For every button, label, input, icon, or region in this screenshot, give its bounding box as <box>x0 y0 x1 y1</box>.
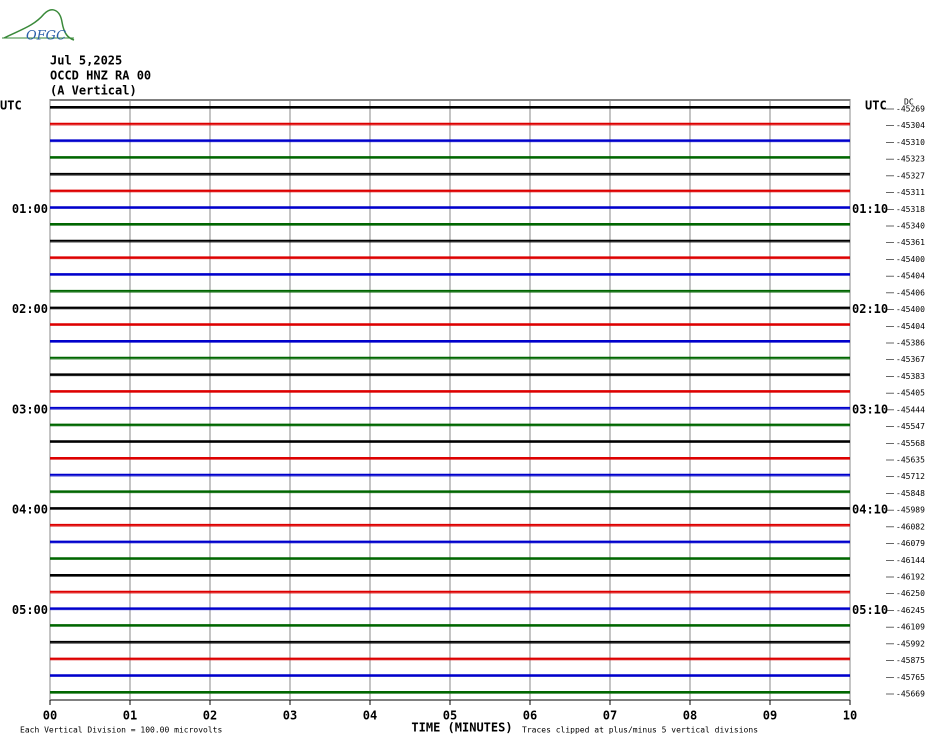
right-label: 05:10 <box>852 603 888 617</box>
clip-note: Traces clipped at plus/minus 5 vertical … <box>522 726 758 735</box>
x-axis-title: TIME (MINUTES) <box>411 721 512 735</box>
x-tick-label: 00 <box>43 709 57 723</box>
right-label: 01:10 <box>852 202 888 216</box>
offset-label: -46144 <box>896 556 925 565</box>
offset-label: -46082 <box>896 522 925 531</box>
offset-label: -45400 <box>896 305 925 314</box>
offset-label: -45765 <box>896 673 925 682</box>
offset-label: -45304 <box>896 121 925 130</box>
logo-curve <box>3 9 75 41</box>
offset-label: -45386 <box>896 339 925 348</box>
offset-label: -45400 <box>896 255 925 264</box>
offset-label: -45712 <box>896 472 925 481</box>
offset-label: -45383 <box>896 372 925 381</box>
offset-label: -45444 <box>896 405 925 414</box>
offset-label: -45406 <box>896 288 925 297</box>
x-tick-label: 09 <box>763 709 777 723</box>
offset-label: -46245 <box>896 606 925 615</box>
logo-text: OFGC <box>26 29 66 44</box>
x-tick-label: 04 <box>363 709 377 723</box>
scale-note: Each Vertical Division = 100.00 microvol… <box>20 726 222 735</box>
offset-label: -45669 <box>896 690 925 699</box>
offset-label: -46192 <box>896 573 925 582</box>
right-label: UTC <box>865 99 887 113</box>
offset-label: -46079 <box>896 539 925 548</box>
offset-label: -45269 <box>896 105 925 114</box>
offset-label: -45875 <box>896 656 925 665</box>
offset-label: -45361 <box>896 238 925 247</box>
left-label: 02:00 <box>12 302 48 316</box>
offset-label: -45340 <box>896 222 925 231</box>
right-label: 02:10 <box>852 302 888 316</box>
x-tick-label: 01 <box>123 709 137 723</box>
offset-label: -45568 <box>896 439 925 448</box>
left-label: 04:00 <box>12 503 48 517</box>
component: (A Vertical) <box>50 84 137 98</box>
offset-label: -45367 <box>896 355 925 364</box>
offset-label: -46250 <box>896 589 925 598</box>
left-label: 05:00 <box>12 603 48 617</box>
date: Jul 5,2025 <box>50 54 122 68</box>
offset-label: -45547 <box>896 422 925 431</box>
offset-label: -45323 <box>896 155 925 164</box>
offset-label: -45311 <box>896 188 925 197</box>
left-label: 03:00 <box>12 402 48 416</box>
offset-label: -46109 <box>896 623 925 632</box>
right-label: 04:10 <box>852 503 888 517</box>
offset-label: -45327 <box>896 171 925 180</box>
offset-label: -45404 <box>896 272 925 281</box>
x-tick-label: 07 <box>603 709 617 723</box>
x-tick-label: 03 <box>283 709 297 723</box>
left-label: 01:00 <box>12 202 48 216</box>
offset-label: -45848 <box>896 489 925 498</box>
offset-label: -45404 <box>896 322 925 331</box>
left-label: UTC <box>0 99 22 113</box>
offset-label: -45405 <box>896 389 925 398</box>
station: OCCD HNZ RA 00 <box>50 69 151 83</box>
x-tick-label: 02 <box>203 709 217 723</box>
offset-label: -45989 <box>896 506 925 515</box>
x-tick-label: 05 <box>443 709 457 723</box>
offset-label: -45318 <box>896 205 925 214</box>
x-tick-label: 06 <box>523 709 537 723</box>
offset-label: -45992 <box>896 639 925 648</box>
x-tick-label: 10 <box>843 709 857 723</box>
offset-header: DC <box>904 98 914 107</box>
x-tick-label: 08 <box>683 709 697 723</box>
offset-label: -45310 <box>896 138 925 147</box>
right-label: 03:10 <box>852 402 888 416</box>
offset-label: -45635 <box>896 456 925 465</box>
